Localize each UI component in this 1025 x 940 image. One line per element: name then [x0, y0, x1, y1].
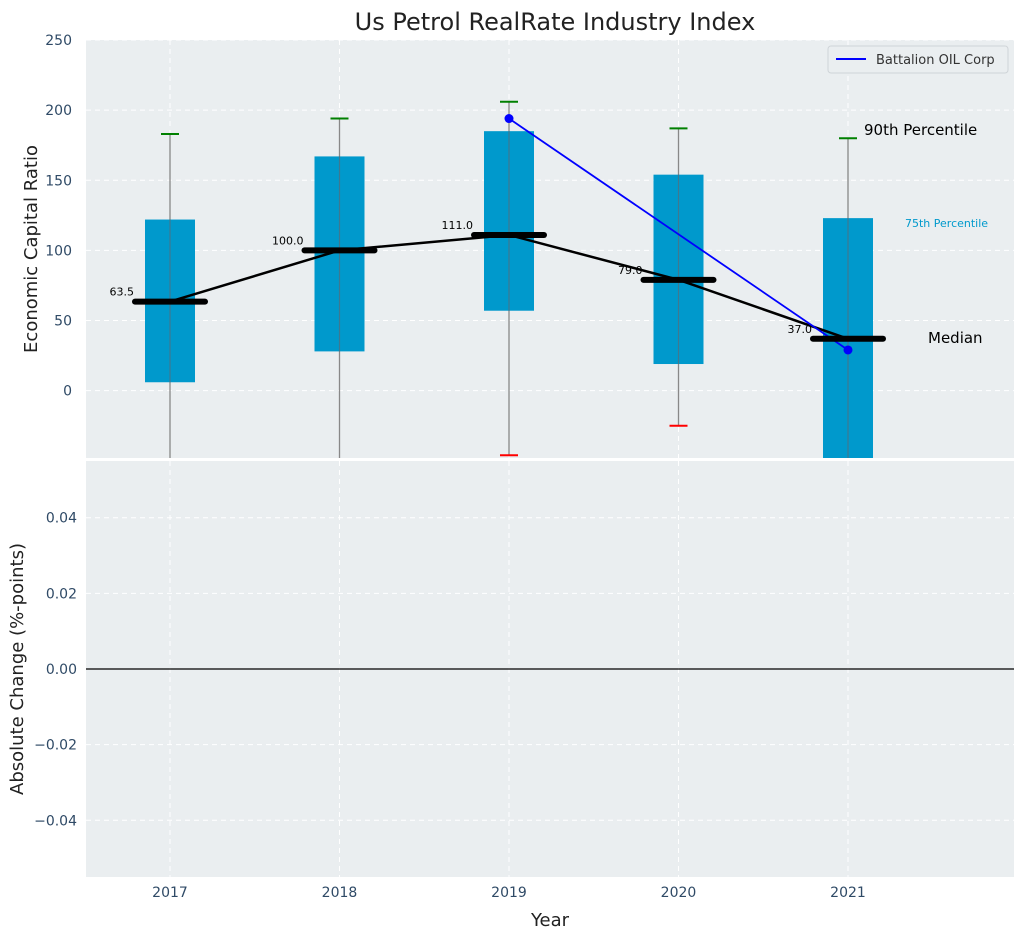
bottom-y-tick-label: 0.04 — [46, 511, 77, 527]
battalion-point — [504, 114, 514, 124]
x-tick-label: 2021 — [830, 885, 866, 901]
annotation-90th-percentile: 90th Percentile — [864, 121, 977, 139]
top-y-tick-label: 50 — [54, 314, 72, 330]
median-bars — [132, 231, 886, 342]
x-tick-label: 2020 — [661, 885, 697, 901]
top-y-tick-label: 150 — [45, 173, 72, 189]
bottom-y-tick-label: −0.02 — [34, 738, 77, 754]
battalion-point — [843, 345, 853, 355]
legend: Battalion OIL Corp — [827, 45, 1009, 74]
bottom-y-tick-label: −0.04 — [34, 813, 77, 829]
median-value-label: 100.0 — [272, 234, 304, 247]
legend-box — [827, 45, 1009, 74]
x-tick-label: 2019 — [491, 885, 527, 901]
top-y-tick-label: 200 — [45, 103, 72, 119]
x-tick-label: 2018 — [322, 885, 358, 901]
median-value-label: 63.5 — [110, 286, 135, 299]
bottom-y-axis-ticks: −0.04 −0.02 0.00 0.02 0.04 — [34, 511, 77, 830]
top-y-tick-label: 100 — [45, 243, 72, 259]
x-tick-label: 2017 — [152, 885, 188, 901]
annotation-median: Median — [928, 329, 983, 347]
company-series — [504, 114, 853, 355]
top-y-axis-ticks: 0 50 100 150 200 250 — [45, 33, 72, 400]
top-plot-background — [86, 40, 1014, 458]
bottom-y-axis-label: Absolute Change (%-points) — [7, 543, 28, 795]
top-y-axis-label: Economic Capital Ratio — [21, 145, 42, 353]
chart-title: Us Petrol RealRate Industry Index — [355, 8, 756, 36]
median-labels: 63.5 100.0 111.0 79.0 37.0 — [110, 219, 813, 336]
battalion-series-line — [508, 117, 849, 351]
bottom-panel: −0.04−0.020.000.020.04 2017 2018 2019 2020 2… — [7, 461, 1014, 931]
bottom-y-tick-label: 0.02 — [46, 586, 77, 602]
x-axis-label: Year — [530, 910, 570, 931]
top-y-tick-label: 250 — [45, 33, 72, 49]
annotation-75th-percentile: 75th Percentile — [905, 217, 988, 230]
legend-label-battalion: Battalion OIL Corp — [876, 53, 995, 68]
median-value-label: 111.0 — [442, 219, 474, 232]
bottom-y-tick-label: 0.00 — [46, 662, 77, 678]
x-axis-ticks: 2017 2018 2019 2020 2021 — [152, 885, 866, 901]
median-value-label: 79.0 — [618, 264, 643, 277]
median-value-label: 37.0 — [788, 323, 813, 336]
top-y-tick-label: 0 — [63, 384, 72, 400]
top-panel: 0 50 100 150 200 250 63.5 100.0 111.0 79.0 37.0 U… — [21, 8, 1014, 458]
